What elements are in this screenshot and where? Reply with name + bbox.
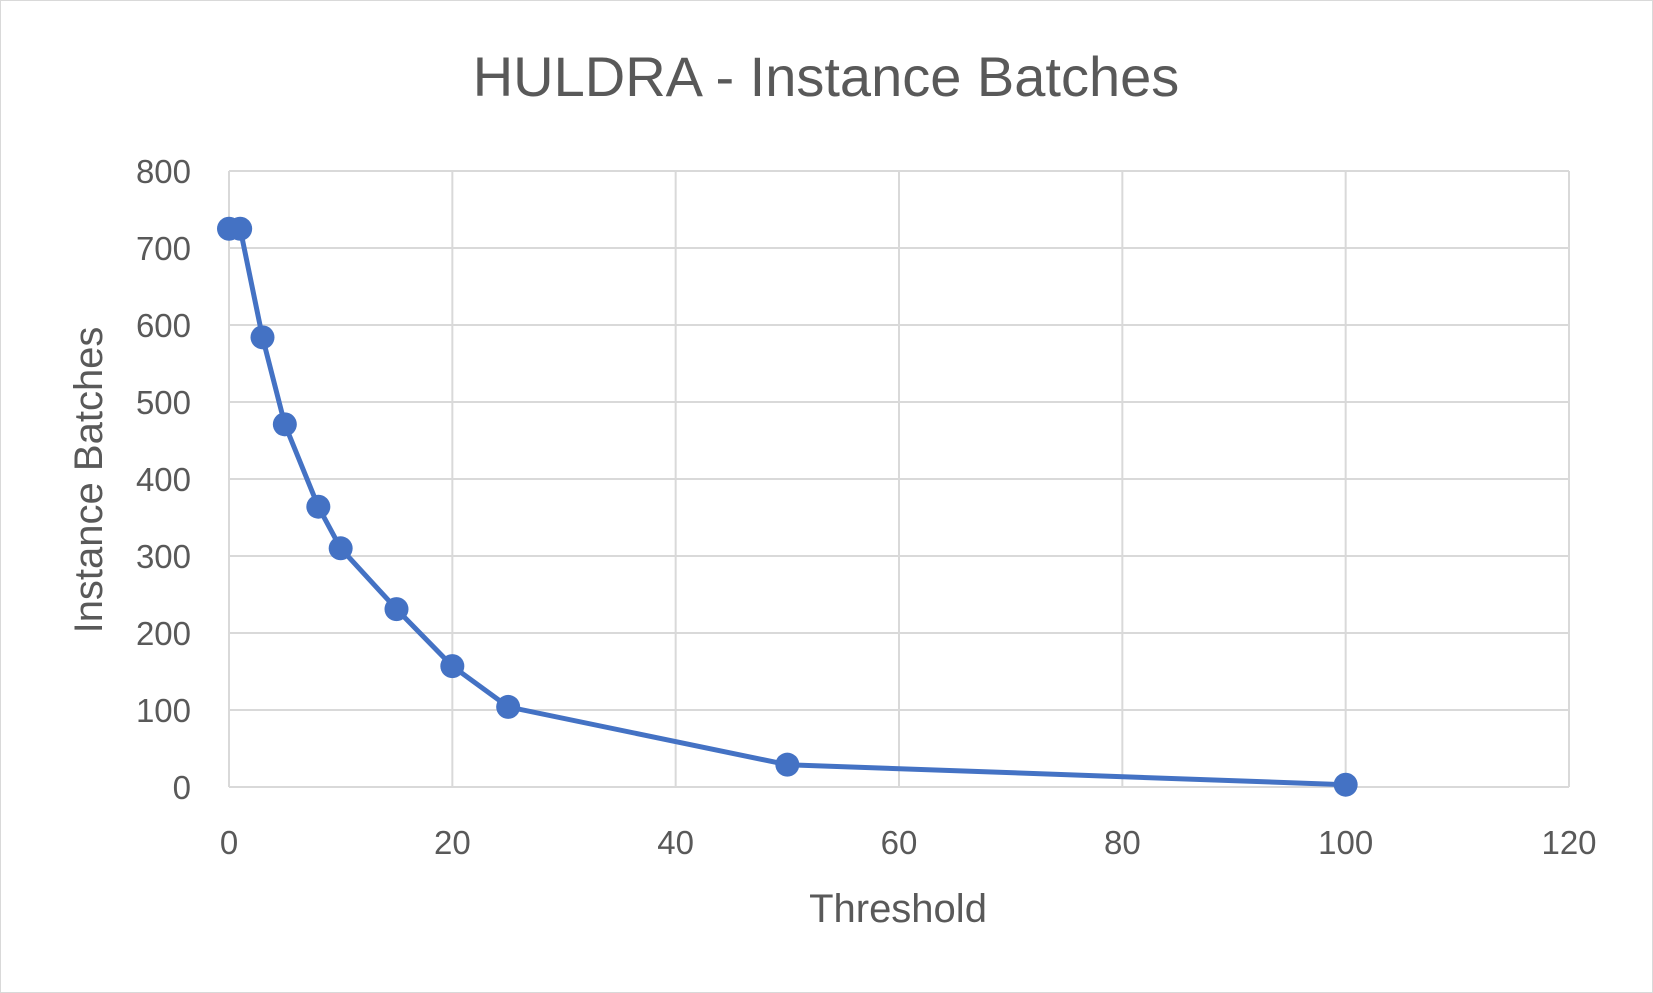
x-tick-label: 40 <box>657 824 694 861</box>
x-tick-label: 80 <box>1104 824 1141 861</box>
y-tick-label: 600 <box>136 307 191 344</box>
y-tick-label: 800 <box>136 153 191 190</box>
data-point <box>228 216 253 241</box>
x-tick-label: 0 <box>220 824 238 861</box>
x-tick-label: 100 <box>1318 824 1373 861</box>
y-tick-label: 700 <box>136 230 191 267</box>
y-axis-title: Instance Batches <box>67 327 111 634</box>
data-point <box>328 536 353 561</box>
data-point <box>272 412 297 437</box>
y-tick-label: 100 <box>136 692 191 729</box>
data-series <box>217 216 1358 797</box>
chart-title: HULDRA - Instance Batches <box>473 45 1180 108</box>
y-tick-label: 500 <box>136 384 191 421</box>
y-tick-label: 400 <box>136 461 191 498</box>
x-tick-label: 20 <box>434 824 471 861</box>
y-tick-label: 300 <box>136 538 191 575</box>
data-point <box>306 494 331 519</box>
x-tick-label: 120 <box>1541 824 1596 861</box>
x-axis-title: Threshold <box>809 887 987 931</box>
y-tick-label: 200 <box>136 615 191 652</box>
series-line <box>226 226 1349 788</box>
data-point <box>384 597 409 622</box>
data-point <box>440 654 465 679</box>
tick-labels: 0 100 200 300 400 500 600 700 800 0 20 40 60 80 100 120 <box>136 153 1597 861</box>
data-point <box>496 694 521 719</box>
data-point <box>250 325 275 350</box>
x-tick-label: 60 <box>881 824 918 861</box>
data-point <box>775 752 800 777</box>
data-point <box>1333 772 1358 797</box>
gridlines <box>229 170 1570 787</box>
y-tick-label: 0 <box>173 769 191 806</box>
